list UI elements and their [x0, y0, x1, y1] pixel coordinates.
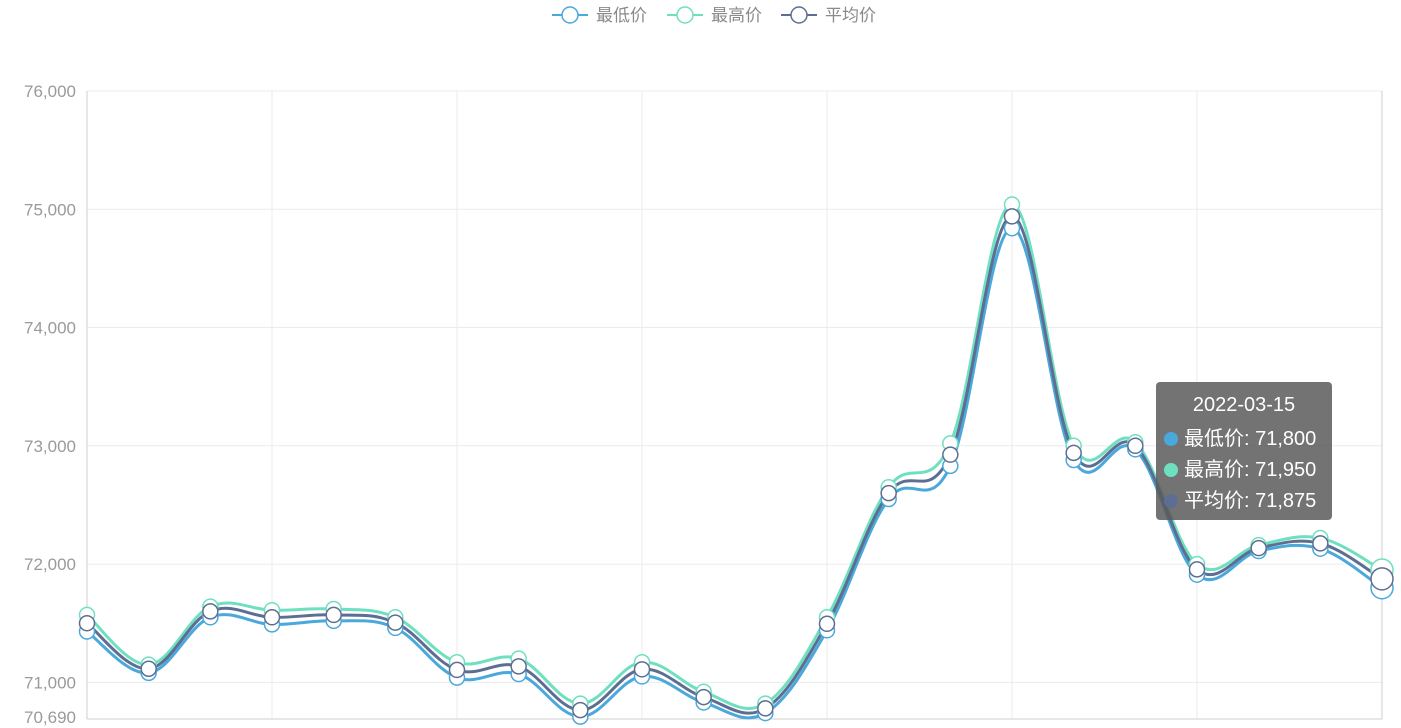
chart-tooltip: 2022-03-15 最低价: 71,800 最高价: 71,950 平均价: …	[1156, 382, 1332, 520]
point-s2-14[interactable]	[942, 446, 959, 463]
tooltip-avg-text: 平均价: 71,875	[1184, 490, 1317, 512]
legend-label-0: 最低价	[596, 6, 647, 25]
y-tick-label-2: 72,000	[24, 555, 76, 574]
point-s2-1[interactable]	[140, 660, 157, 677]
chart-points[interactable]	[78, 196, 1394, 725]
legend-marker-0	[561, 6, 579, 24]
tooltip-max-text: 最高价: 71,950	[1184, 459, 1317, 481]
y-tick-label-6: 76,000	[24, 82, 76, 101]
point-s2-10[interactable]	[695, 688, 712, 706]
legend-item-2[interactable]: 平均价	[781, 6, 876, 25]
y-tick-label-0: 70,690	[24, 708, 76, 727]
point-s2-17[interactable]	[1127, 437, 1144, 455]
legend-marker-1	[676, 6, 694, 24]
legend-marker-2	[790, 6, 808, 24]
legend-item-1[interactable]: 最高价	[667, 6, 762, 25]
point-s2-11[interactable]	[757, 700, 774, 717]
point-s2-8[interactable]	[572, 701, 589, 719]
point-s2-12[interactable]	[818, 615, 836, 633]
legend-label-1: 最高价	[711, 6, 762, 25]
tooltip-row-avg: 平均价: 71,875	[1164, 486, 1324, 517]
legend-label-2: 平均价	[825, 6, 876, 25]
chart-legend[interactable]: 最低价 最高价 平均价	[552, 6, 876, 25]
tooltip-row-max: 最高价: 71,950	[1164, 455, 1324, 486]
point-s2-2[interactable]	[202, 603, 219, 620]
legend-item-0[interactable]: 最低价	[552, 6, 647, 25]
y-tick-label-3: 73,000	[24, 437, 76, 456]
point-s2-13[interactable]	[880, 484, 897, 502]
tooltip-max-dot	[1164, 463, 1178, 477]
point-s2-21[interactable]	[1370, 567, 1394, 591]
tooltip-min-text: 最低价: 71,800	[1184, 428, 1317, 450]
point-s2-15[interactable]	[1003, 208, 1021, 225]
point-s2-7[interactable]	[510, 658, 527, 675]
point-s2-6[interactable]	[448, 661, 466, 679]
tooltip-row-min: 最低价: 71,800	[1164, 424, 1324, 455]
tooltip-date: 2022-03-15	[1192, 394, 1296, 416]
point-s2-18[interactable]	[1188, 561, 1206, 578]
y-tick-label-4: 74,000	[24, 319, 76, 338]
y-tick-label-5: 75,000	[24, 200, 76, 219]
y-tick-label-1: 71,000	[24, 673, 76, 692]
point-s2-3[interactable]	[263, 609, 281, 626]
point-s2-16[interactable]	[1065, 444, 1082, 462]
point-s2-0[interactable]	[78, 614, 96, 632]
point-s2-5[interactable]	[387, 614, 404, 631]
point-s2-19[interactable]	[1250, 539, 1267, 557]
point-s2-20[interactable]	[1312, 535, 1329, 552]
point-s2-9[interactable]	[633, 661, 651, 678]
y-axis-ticks: 70,690 71,000 72,000 73,000 74,000 75,000 76,0…	[24, 82, 76, 727]
chart-grid	[86, 90, 1383, 720]
tooltip-avg-dot	[1164, 494, 1178, 508]
tooltip-min-dot	[1164, 432, 1178, 446]
point-s2-4[interactable]	[325, 606, 342, 624]
